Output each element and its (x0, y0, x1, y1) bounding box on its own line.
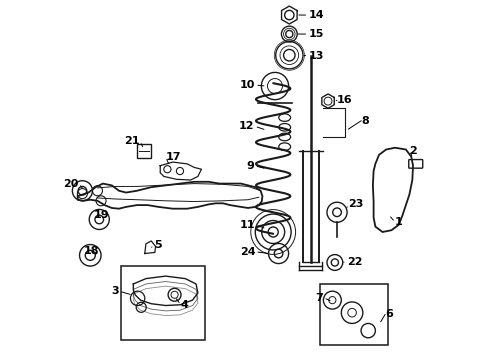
Text: 23: 23 (348, 199, 363, 210)
Text: 13: 13 (308, 50, 323, 60)
Text: 5: 5 (154, 240, 162, 250)
Text: 2: 2 (408, 145, 416, 156)
Text: 18: 18 (83, 246, 99, 256)
Text: 6: 6 (384, 310, 392, 319)
Text: 16: 16 (336, 95, 352, 105)
Text: 24: 24 (239, 247, 255, 257)
Text: 22: 22 (346, 257, 362, 267)
Bar (137, 144, 150, 158)
Text: 8: 8 (360, 116, 368, 126)
Text: 3: 3 (111, 286, 119, 296)
Text: 17: 17 (165, 152, 181, 162)
Text: 10: 10 (240, 80, 255, 90)
Text: 20: 20 (63, 179, 79, 189)
Text: 21: 21 (124, 136, 140, 146)
Text: 12: 12 (239, 121, 254, 131)
Text: 1: 1 (394, 217, 402, 227)
Text: 15: 15 (308, 29, 323, 39)
Text: 4: 4 (180, 300, 188, 310)
Text: 9: 9 (246, 161, 254, 171)
Bar (319, 284, 387, 345)
Text: 14: 14 (308, 10, 323, 20)
Bar (121, 266, 204, 339)
Text: 7: 7 (315, 293, 323, 303)
Text: 11: 11 (239, 220, 255, 230)
Text: 19: 19 (93, 210, 109, 220)
